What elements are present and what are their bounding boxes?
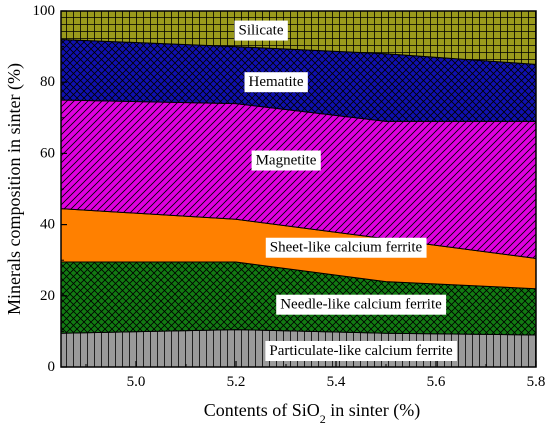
label-text: Silicate — [239, 23, 284, 39]
label-box — [265, 237, 427, 258]
y-tick-label: 60 — [40, 145, 55, 161]
label-box — [276, 294, 447, 315]
axes: 0 20 40 60 80 100 5.0 5.2 5.4 5.6 5.8 — [33, 3, 546, 390]
label-text: Needle-like calcium ferrite — [280, 297, 442, 313]
y-tick-label: 20 — [40, 288, 55, 304]
label-text: Particulate-like calcium ferrite — [269, 343, 453, 359]
area-label-particulate-like-calcium-ferrite: Particulate-like calcium ferrite — [265, 340, 457, 361]
area-label-magnetite: Magnetite — [251, 150, 321, 171]
y-tick-label: 0 — [48, 359, 56, 375]
x-tick-label: 5.2 — [227, 374, 246, 390]
area-label-needle-like-calcium-ferrite: Needle-like calcium ferrite — [276, 294, 447, 315]
area-label-sheet-like-calcium-ferrite: Sheet-like calcium ferrite — [265, 237, 427, 258]
label-box — [251, 150, 321, 171]
y-axis-title: Minerals composition in sinter (%) — [4, 63, 25, 315]
area-label-silicate: Silicate — [234, 20, 288, 41]
x-tick-label: 5.4 — [327, 374, 346, 390]
x-tick-label: 5.6 — [427, 374, 446, 390]
y-tick-label: 80 — [40, 74, 55, 90]
label-box — [244, 72, 308, 93]
x-tick-label: 5.0 — [127, 374, 146, 390]
x-axis-title: Contents of SiO2 in sinter (%) — [204, 400, 421, 426]
y-tick-label: 100 — [33, 3, 56, 19]
area-label-hematite: Hematite — [244, 72, 308, 93]
label-text: Sheet-like calcium ferrite — [270, 240, 423, 256]
y-tick-label: 40 — [40, 217, 55, 233]
x-tick-label: 5.8 — [527, 374, 546, 390]
label-box — [234, 20, 288, 41]
label-text: Hematite — [249, 74, 304, 90]
area-labels: Particulate-like calcium ferrite Needle-l… — [234, 20, 457, 361]
label-box — [265, 340, 457, 361]
label-text: Magnetite — [256, 153, 317, 169]
